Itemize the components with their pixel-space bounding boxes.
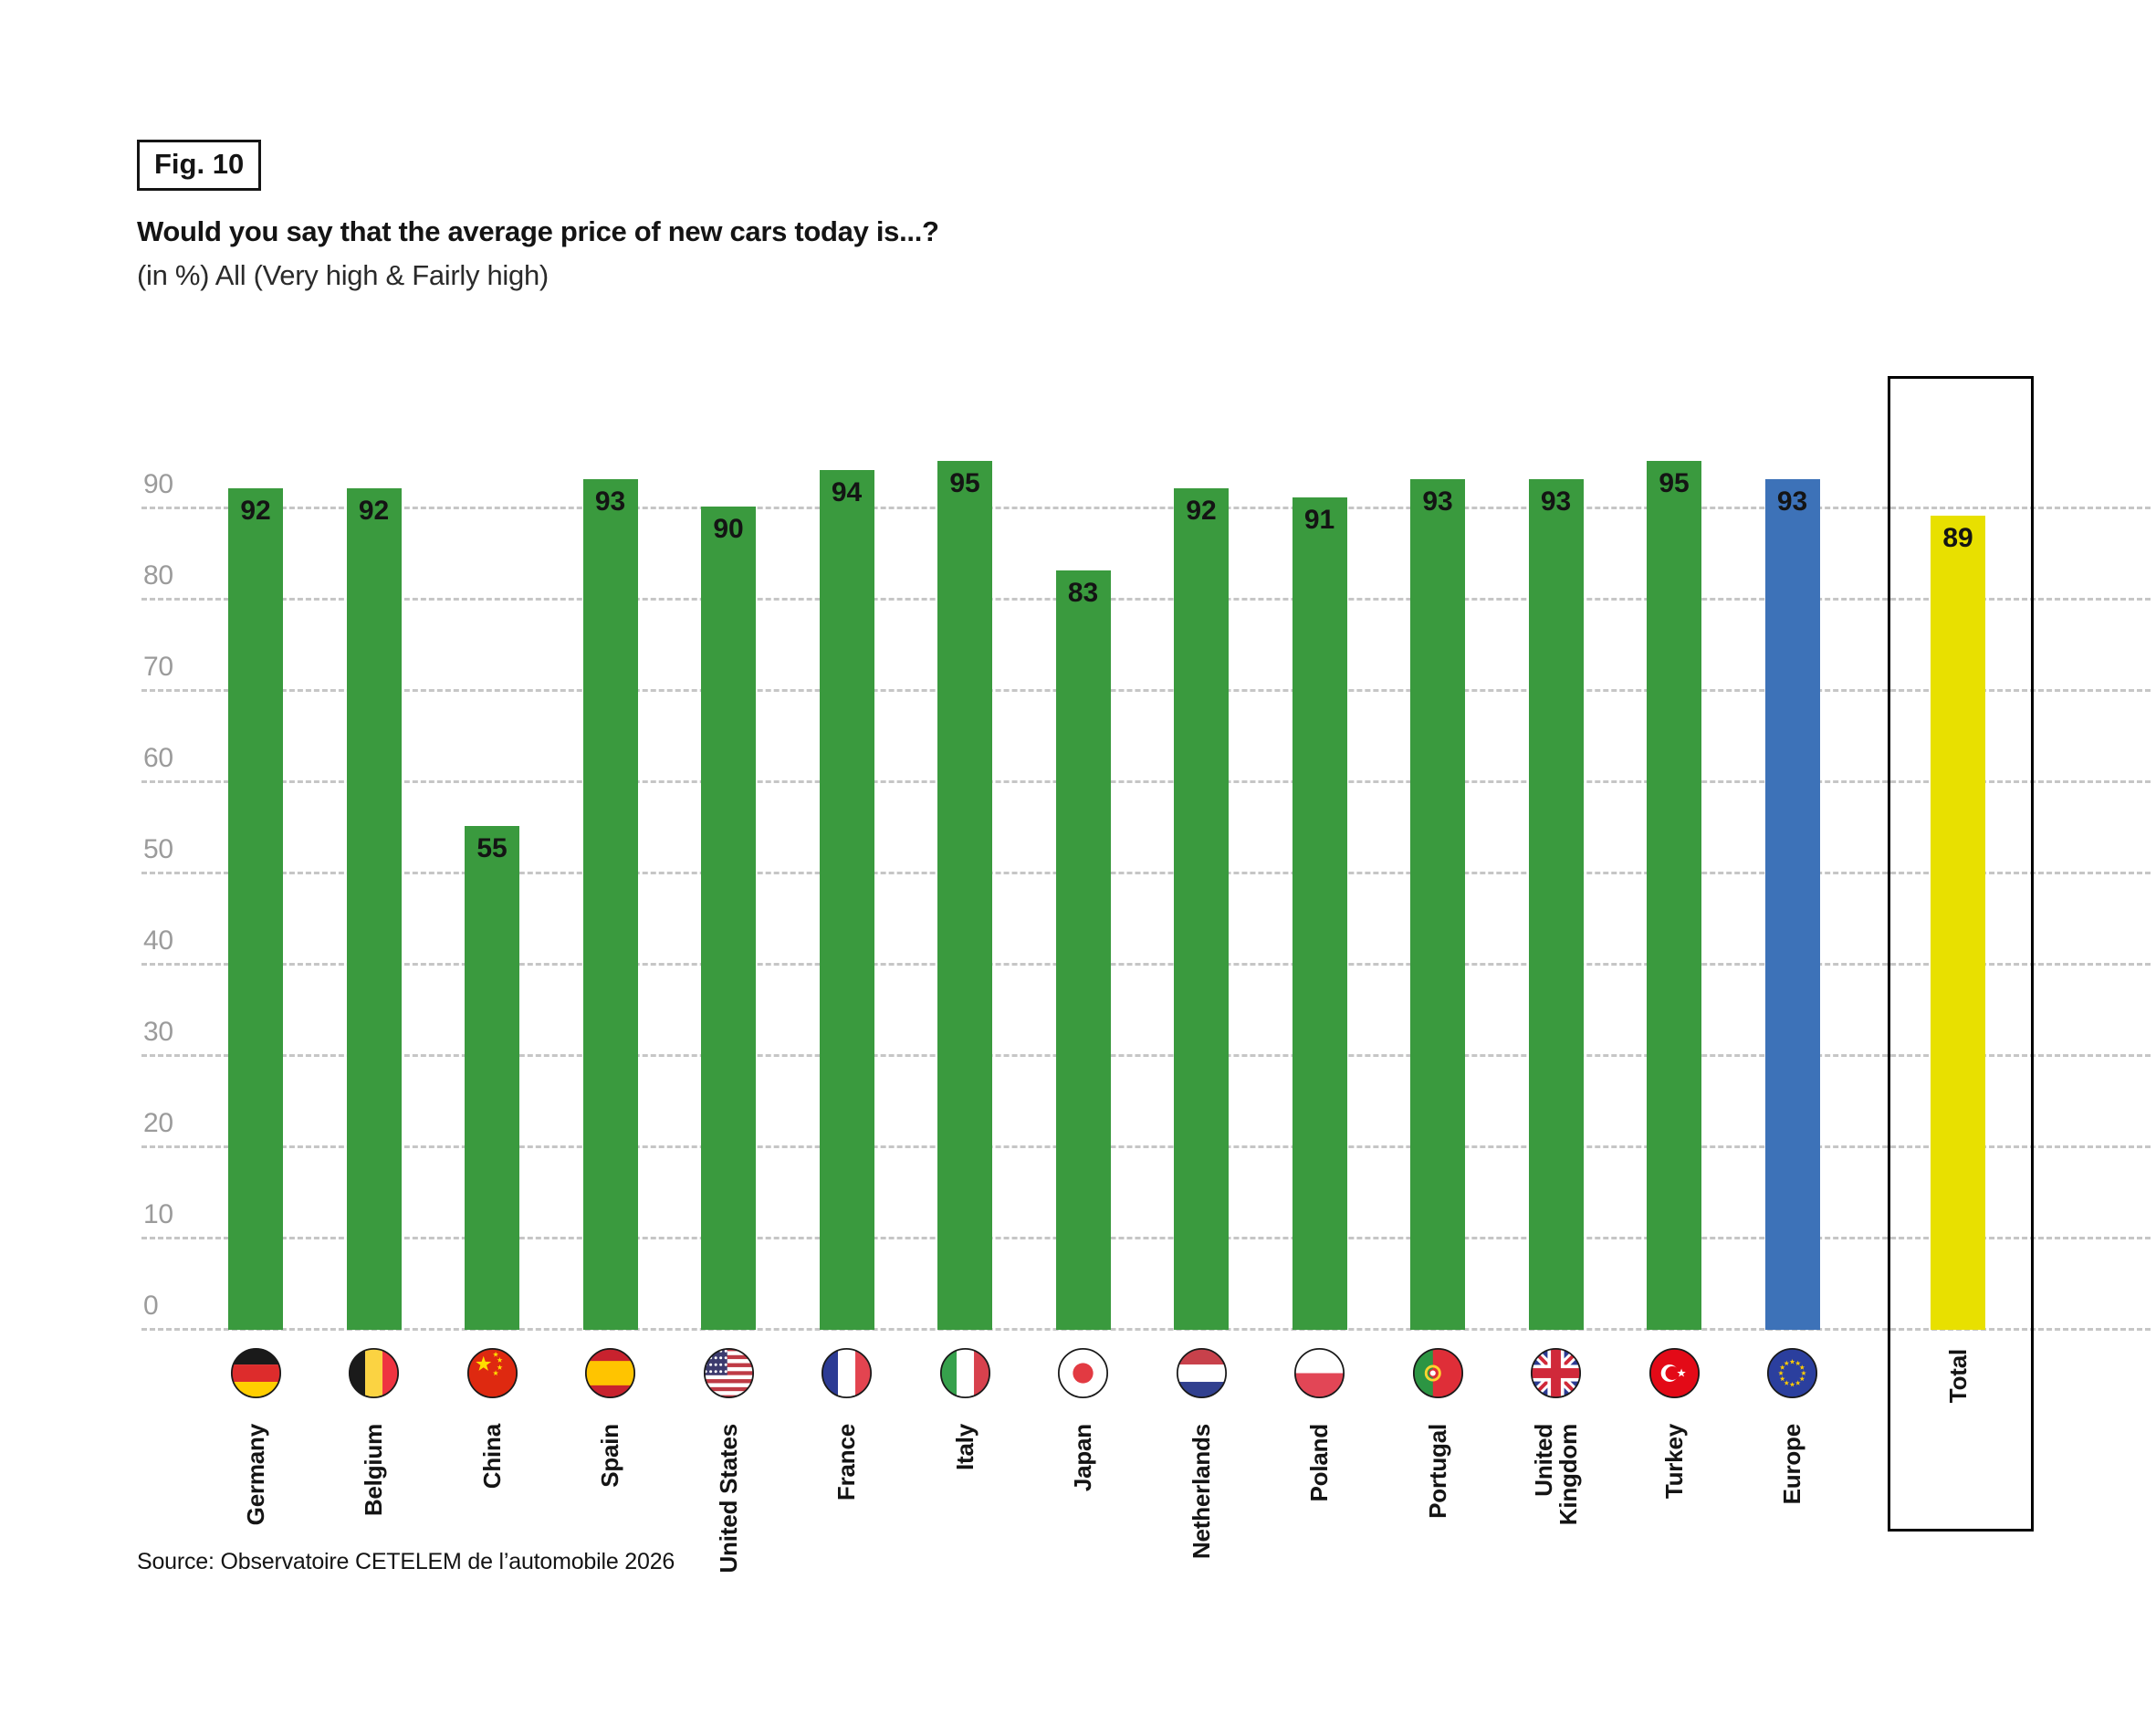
category-label-belgium: Belgium: [360, 1424, 387, 1517]
y-tick-label-30: 30: [143, 1017, 173, 1047]
bar-turkey: 95: [1647, 461, 1701, 1330]
bar-value-label-japan: 83: [1067, 578, 1099, 608]
flag-united-states-icon: [703, 1347, 755, 1399]
category-label-turkey: Turkey: [1659, 1424, 1688, 1500]
bar-japan: 83: [1055, 570, 1111, 1330]
flag-belgium-icon: [348, 1347, 400, 1399]
gridline-20: [141, 1145, 2151, 1148]
y-tick-label-80: 80: [143, 560, 173, 591]
bar-value-label-germany: 92: [240, 496, 271, 526]
bar-value-label-belgium: 92: [358, 496, 390, 526]
bar-germany: 92: [228, 488, 283, 1330]
flag-germany-icon: [230, 1347, 282, 1399]
bar-value-label-france: 94: [831, 477, 863, 507]
flag-france-icon: [821, 1347, 873, 1399]
flag-italy-icon: [939, 1347, 991, 1399]
y-tick-label-10: 10: [143, 1199, 173, 1229]
gridline-50: [141, 872, 2151, 874]
bar-netherlands: 92: [1174, 488, 1229, 1330]
bar-italy: 95: [937, 461, 992, 1330]
category-label-france: France: [832, 1424, 860, 1501]
bar-value-label-portugal: 93: [1422, 486, 1453, 517]
bar-united-states: 90: [701, 507, 756, 1330]
flag-europe-icon: [1766, 1347, 1818, 1399]
gridline-70: [141, 689, 2151, 692]
category-label-netherlands: Netherlands: [1187, 1424, 1215, 1560]
flag-spain-icon: [584, 1347, 636, 1399]
gridline-10: [141, 1237, 2151, 1239]
flag-netherlands-icon: [1176, 1347, 1228, 1399]
figure-badge: Fig. 10: [137, 140, 262, 192]
bar-value-label-united-kingdom: 93: [1540, 486, 1572, 517]
bar-value-label-united-states: 90: [713, 514, 744, 544]
gridline-40: [141, 963, 2151, 966]
bar-total: 89: [1931, 516, 1985, 1330]
category-label-spain: Spain: [596, 1424, 623, 1488]
bar-portugal: 93: [1410, 479, 1465, 1330]
y-tick-label-90: 90: [143, 469, 173, 499]
bar-china: 55: [465, 826, 519, 1330]
y-tick-label-0: 0: [143, 1291, 159, 1321]
total-highlight-box: [1888, 376, 2034, 1532]
bar-spain: 93: [582, 479, 638, 1330]
gridline-60: [141, 780, 2151, 783]
figure-badge-label: Fig. 10: [154, 148, 245, 180]
flag-united-kingdom-icon: [1530, 1347, 1582, 1399]
bar-value-label-spain: 93: [594, 486, 626, 517]
category-label-italy: Italy: [950, 1424, 979, 1471]
bar-value-label-netherlands: 92: [1186, 496, 1217, 526]
bar-value-label-europe: 93: [1776, 486, 1808, 517]
flag-portugal-icon: [1412, 1347, 1464, 1399]
y-tick-label-50: 50: [143, 834, 173, 864]
gridline-80: [141, 598, 2151, 601]
gridline-30: [141, 1054, 2151, 1057]
bar-value-label-china: 55: [476, 833, 508, 863]
category-label-united-kingdom: United Kingdom: [1529, 1424, 1582, 1526]
bar-united-kingdom: 93: [1528, 479, 1584, 1330]
bar-belgium: 92: [346, 488, 402, 1330]
bar-europe: 93: [1764, 479, 1820, 1330]
y-tick-label-40: 40: [143, 925, 173, 956]
bar-value-label-poland: 91: [1303, 505, 1335, 535]
chart-subtitle: (in %) All (Very high & Fairly high): [137, 259, 549, 291]
y-tick-label-60: 60: [143, 743, 173, 773]
source-note: Source: Observatoire CETELEM de l’automo…: [137, 1549, 675, 1574]
flag-china-icon: [466, 1347, 518, 1399]
flag-japan-icon: [1057, 1347, 1109, 1399]
bar-poland: 91: [1292, 497, 1347, 1330]
y-tick-label-20: 20: [143, 1108, 173, 1138]
category-label-poland: Poland: [1305, 1424, 1333, 1502]
category-label-europe: Europe: [1778, 1424, 1805, 1505]
bar-france: 94: [819, 470, 874, 1330]
category-label-japan: Japan: [1069, 1424, 1096, 1492]
flag-poland-icon: [1293, 1347, 1345, 1399]
gridline-0: [141, 1328, 2151, 1331]
category-label-portugal: Portugal: [1423, 1424, 1451, 1519]
bar-value-label-turkey: 95: [1659, 468, 1690, 498]
y-tick-label-70: 70: [143, 652, 173, 682]
gridline-90: [141, 507, 2151, 509]
flag-turkey-icon: [1648, 1347, 1701, 1399]
chart-title: Would you say that the average price of …: [137, 215, 939, 247]
bar-value-label-total: 89: [1942, 523, 1973, 553]
category-label-china: China: [477, 1424, 506, 1490]
category-label-united-states: United States: [714, 1424, 742, 1573]
bar-value-label-italy: 95: [949, 468, 980, 498]
category-label-germany: Germany: [241, 1424, 269, 1526]
